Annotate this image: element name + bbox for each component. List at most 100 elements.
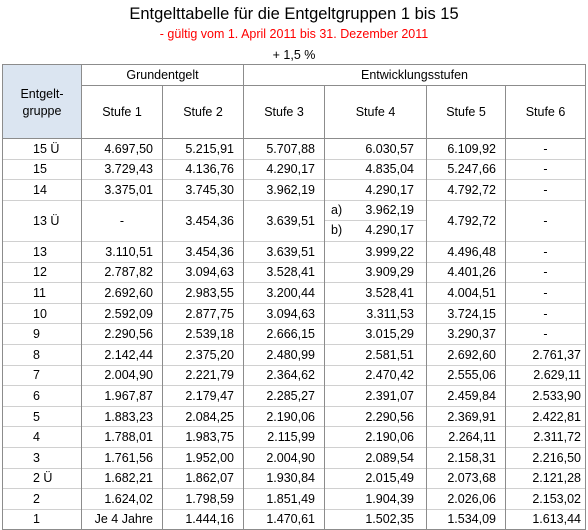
cell-entgeltgruppe: 8	[2, 343, 82, 366]
cell-stufe-4: 2.089,54	[324, 446, 427, 468]
header-stufe-2: Stufe 2	[162, 85, 244, 139]
cell-stufe-2: 4.136,76	[162, 158, 244, 180]
cell-stufe-4: 2.470,42	[324, 364, 427, 386]
cell-stufe-1: 1.883,23	[81, 405, 163, 427]
cell-entgeltgruppe: 15	[2, 158, 82, 180]
cell-stufe-5: 2.459,84	[426, 385, 506, 407]
cell-stufe-6: 2.761,37	[504, 343, 587, 366]
cell-entgeltgruppe: 15 Ü	[2, 138, 82, 160]
cell-stufe-1: 3.729,43	[81, 158, 163, 180]
cell-stufe-6: 2.311,72	[504, 426, 587, 448]
cell-entgeltgruppe: 11	[2, 282, 82, 304]
cell-stufe-4: 3.999,22	[324, 240, 427, 263]
cell-stufe-6: -	[504, 199, 587, 242]
cell-entgeltgruppe: 13 Ü	[2, 199, 82, 242]
cell-stufe-4: 2.391,07	[324, 385, 427, 407]
cell-stufe-3: 2.004,90	[243, 446, 325, 468]
cell-stufe-5: 2.264,11	[426, 426, 506, 448]
header-entwicklungsstufen: Entwicklungsstufen	[242, 64, 587, 86]
cell-stufe-5: 2.692,60	[426, 343, 506, 366]
cell-stufe-3: 3.639,51	[243, 240, 325, 263]
cell-stufe-4: 3.909,29	[324, 261, 427, 283]
cell-stufe-6: 2.629,11	[504, 364, 587, 386]
cell-stufe-3: 1.851,49	[243, 488, 325, 510]
table-row: 2 Ü 1.682,21 1.862,07 1.930,84 2.015,49 2.073…	[2, 467, 587, 489]
cell-stufe-1: 3.110,51	[81, 240, 163, 263]
cell-stufe-1: 2.787,82	[81, 261, 163, 283]
cell-stufe-5: 4.004,51	[426, 282, 506, 304]
variant-b-value: 4.290,17	[365, 223, 414, 238]
cell-stufe-2: 1.444,16	[162, 508, 244, 530]
cell-stufe-4: 2.015,49	[324, 467, 427, 489]
header-stufe-5: Stufe 5	[426, 85, 506, 139]
cell-stufe-2: 2.375,20	[162, 343, 244, 366]
page-title: Entgelttabelle für die Entgeltgruppen 1 …	[129, 5, 459, 23]
cell-stufe-5: 4.401,26	[426, 261, 506, 283]
cell-stufe-1: 1.682,21	[81, 467, 163, 489]
table-row: 12 2.787,82 3.094,63 3.528,41 3.909,29 4.401,…	[2, 261, 587, 283]
cell-stufe-6: -	[504, 138, 587, 160]
cell-stufe-1: 1.967,87	[81, 385, 163, 407]
cell-stufe-4: 1.502,35	[324, 508, 427, 530]
cell-stufe-6: 2.533,90	[504, 385, 587, 407]
table-row: 4 1.788,01 1.983,75 2.115,99 2.190,06 2.264,1…	[2, 426, 587, 448]
cell-stufe-5: 2.158,31	[426, 446, 506, 468]
cell-stufe-4: a) 3.962,19 b) 4.290,17	[324, 199, 427, 242]
cell-stufe-6: -	[504, 158, 587, 180]
cell-stufe-3: 2.115,99	[243, 426, 325, 448]
cell-stufe-1: 4.697,50	[81, 138, 163, 160]
cell-stufe-4: 2.190,06	[324, 426, 427, 448]
table-body: 15 Ü 4.697,50 5.215,91 5.707,88 6.030,57 6.10…	[2, 138, 587, 530]
cell-stufe-5: 1.534,09	[426, 508, 506, 530]
cell-stufe-3: 3.094,63	[243, 302, 325, 324]
cell-stufe-2: 1.798,59	[162, 488, 244, 510]
table-row: 15 3.729,43 4.136,76 4.290,17 4.835,04 5.247,…	[2, 158, 587, 180]
cell-stufe-3: 4.290,17	[243, 158, 325, 180]
validity-subtitle: - gültig vom 1. April 2011 bis 31. Dezem…	[159, 27, 429, 41]
cell-stufe-2: 1.952,00	[162, 446, 244, 468]
cell-stufe-3: 2.285,27	[243, 385, 325, 407]
table-row: 11 2.692,60 2.983,55 3.200,44 3.528,41 4.004,…	[2, 282, 587, 304]
table-row: 6 1.967,87 2.179,47 2.285,27 2.391,07 2.459,8…	[2, 385, 587, 407]
cell-entgeltgruppe: 5	[2, 405, 82, 427]
cell-stufe-4: 3.311,53	[324, 302, 427, 324]
table-row: 2 1.624,02 1.798,59 1.851,49 1.904,39 2.026,0…	[2, 488, 587, 510]
cell-entgeltgruppe: 10	[2, 302, 82, 324]
cell-stufe-4: 3.015,29	[324, 323, 427, 345]
cell-stufe-4: 1.904,39	[324, 488, 427, 510]
cell-stufe-6: -	[504, 323, 587, 345]
cell-stufe-3: 1.930,84	[243, 467, 325, 489]
cell-stufe-1: 1.624,02	[81, 488, 163, 510]
table-row: 7 2.004,90 2.221,79 2.364,62 2.470,42 2.555,0…	[2, 364, 587, 386]
table-row: 3 1.761,56 1.952,00 2.004,90 2.089,54 2.158,3…	[2, 446, 587, 468]
header-stufe-1: Stufe 1	[81, 85, 163, 139]
cell-stufe-5: 5.247,66	[426, 158, 506, 180]
stufe-4-variant-a: a) 3.962,19	[325, 201, 426, 222]
cell-stufe-6: 1.613,44	[504, 508, 587, 530]
cell-stufe-5: 3.724,15	[426, 302, 506, 324]
cell-stufe-3: 2.480,99	[243, 343, 325, 366]
table-row: 14 3.375,01 3.745,30 3.962,19 4.290,17 4.792,…	[2, 179, 587, 201]
variant-a-value: 3.962,19	[365, 202, 414, 217]
cell-stufe-3: 2.364,62	[243, 364, 325, 386]
table-row: 13 Ü -3.454,36 3.639,51 a) 3.962,19 b) 4.290,1…	[2, 199, 587, 242]
cell-entgeltgruppe: 14	[2, 179, 82, 201]
cell-stufe-3: 3.528,41	[243, 261, 325, 283]
table-row: 5 1.883,23 2.084,25 2.190,06 2.290,56 2.369,9…	[2, 405, 587, 427]
cell-entgeltgruppe: 3	[2, 446, 82, 468]
cell-stufe-6: -	[504, 240, 587, 263]
header-grundentgelt: Grundentgelt	[81, 64, 244, 86]
cell-stufe-6: -	[504, 282, 587, 304]
salary-table: Entgelt- gruppe Grundentgelt Entwicklung…	[2, 64, 587, 530]
cell-stufe-6: 2.216,50	[504, 446, 587, 468]
cell-stufe-2: 2.221,79	[162, 364, 244, 386]
cell-stufe-1: 2.142,44	[81, 343, 163, 366]
cell-stufe-3: 2.666,15	[243, 323, 325, 345]
cell-entgeltgruppe: 4	[2, 426, 82, 448]
cell-stufe-4: 4.290,17	[324, 179, 427, 201]
cell-stufe-2: 3.454,36	[162, 199, 244, 242]
variant-a-label: a)	[331, 202, 343, 217]
cell-stufe-5: 4.792,72	[426, 199, 506, 242]
cell-stufe-6: 2.153,02	[504, 488, 587, 510]
cell-stufe-2: 3.454,36	[162, 240, 244, 263]
